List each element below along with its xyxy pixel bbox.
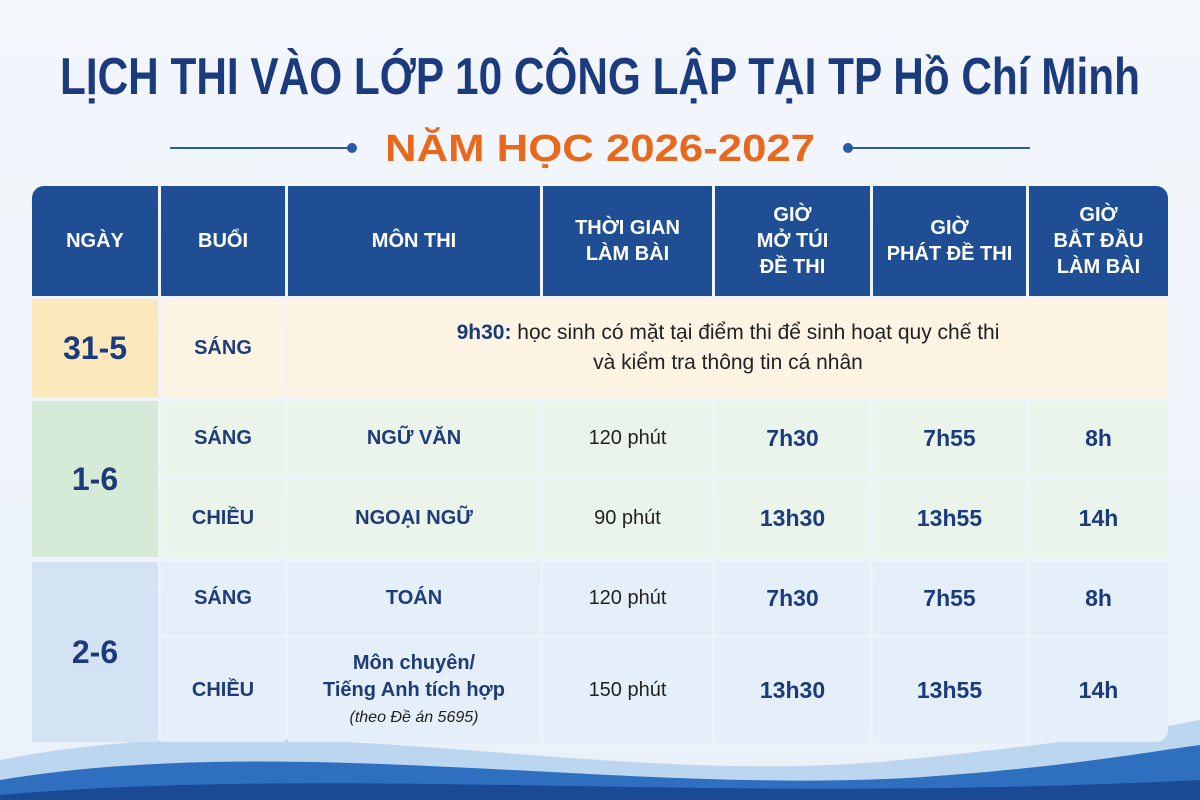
session: CHIỀU bbox=[191, 678, 255, 701]
time-cell: 7h55 bbox=[873, 562, 1026, 635]
dot bbox=[347, 143, 357, 153]
header-text: MÔN THI bbox=[371, 230, 457, 252]
header-text: GIỜ bbox=[930, 217, 969, 239]
subject: NGOẠI NGỮ bbox=[355, 507, 473, 529]
header-text: PHÁT ĐỀ THI bbox=[886, 243, 1013, 265]
time-cell: 8h bbox=[1029, 401, 1168, 476]
notice-text: học sinh có mặt tại điểm thi để sinh hoạ… bbox=[517, 321, 1000, 344]
date: 2-6 bbox=[71, 633, 119, 670]
start-time: 8h bbox=[1085, 425, 1112, 451]
duration-cell: 90 phút bbox=[543, 480, 712, 557]
header-text: BẮT ĐẦU bbox=[1053, 230, 1144, 252]
open-time: 13h30 bbox=[759, 505, 826, 531]
day-cell: 31-5 bbox=[32, 299, 158, 397]
time-cell: 8h bbox=[1029, 562, 1168, 635]
day-cell: 2-6 bbox=[32, 562, 158, 742]
open-time: 7h30 bbox=[766, 425, 819, 451]
header-text: NGÀY bbox=[66, 230, 124, 252]
header-text: BUỔI bbox=[198, 230, 248, 252]
time-cell: 13h30 bbox=[715, 480, 870, 557]
header-cell: BUỔI bbox=[161, 186, 285, 296]
duration: 120 phút bbox=[588, 587, 667, 609]
subject-cell: NGỮ VĂN bbox=[288, 401, 540, 476]
subject-note: (theo Đề án 5695) bbox=[349, 708, 479, 726]
header-cell: GIỜ MỞ TÚI ĐỀ THI bbox=[715, 186, 870, 296]
day-cell: 1-6 bbox=[32, 401, 158, 557]
subject-cell: Môn chuyên/Tiếng Anh tích hợp (theo Đề án… bbox=[288, 638, 540, 742]
date: 31-5 bbox=[62, 329, 128, 366]
open-time: 13h30 bbox=[759, 676, 826, 703]
start-time: 14h bbox=[1078, 505, 1119, 531]
session: CHIỀU bbox=[191, 507, 255, 529]
distribute-time: 13h55 bbox=[916, 505, 983, 531]
notice-cell: 9h30: học sinh có mặt tại điểm thi để si… bbox=[288, 299, 1168, 397]
distribute-time: 13h55 bbox=[916, 676, 983, 703]
notice-line: và kiểm tra thông tin cá nhân bbox=[593, 351, 863, 374]
time-cell: 13h55 bbox=[873, 638, 1026, 742]
dot bbox=[843, 143, 853, 153]
session-cell: CHIỀU bbox=[161, 480, 285, 557]
notice-time: 9h30: bbox=[456, 321, 512, 344]
header-text: LÀM BÀI bbox=[1056, 256, 1141, 278]
header-cell: THỜI GIAN LÀM BÀI bbox=[543, 186, 712, 296]
session-cell: SÁNG bbox=[161, 299, 285, 397]
session-cell: SÁNG bbox=[161, 562, 285, 635]
subject-cell: NGOẠI NGỮ bbox=[288, 480, 540, 557]
time-cell: 13h55 bbox=[873, 480, 1026, 557]
session: SÁNG bbox=[194, 427, 252, 449]
subject: TOÁN bbox=[385, 587, 443, 609]
subtitle: NĂM HỌC 2026-2027 bbox=[385, 126, 815, 170]
subject: NGỮ VĂN bbox=[366, 427, 462, 449]
wave bbox=[0, 780, 1200, 800]
distribute-time: 7h55 bbox=[923, 585, 976, 611]
date: 1-6 bbox=[71, 460, 119, 497]
duration-cell: 150 phút bbox=[543, 638, 712, 742]
subject: Tiếng Anh tích hợp bbox=[323, 678, 505, 701]
subject-cell: TOÁN bbox=[288, 562, 540, 635]
session: SÁNG bbox=[194, 336, 252, 359]
header-cell: GIỜ PHÁT ĐỀ THI bbox=[873, 186, 1026, 296]
time-cell: 14h bbox=[1029, 638, 1168, 742]
header-cell: NGÀY bbox=[32, 186, 158, 296]
duration-cell: 120 phút bbox=[543, 401, 712, 476]
time-cell: 7h30 bbox=[715, 562, 870, 635]
header-text: ĐỀ THI bbox=[759, 256, 826, 278]
notice-line: 9h30: học sinh có mặt tại điểm thi để si… bbox=[457, 318, 1000, 348]
session: SÁNG bbox=[194, 587, 252, 609]
duration: 120 phút bbox=[588, 427, 667, 449]
duration-cell: 120 phút bbox=[543, 562, 712, 635]
start-time: 14h bbox=[1078, 676, 1119, 703]
session-cell: SÁNG bbox=[161, 401, 285, 476]
header-text: MỞ TÚI bbox=[756, 230, 829, 252]
header-text: GIỜ bbox=[773, 204, 812, 226]
time-cell: 7h30 bbox=[715, 401, 870, 476]
header-cell: MÔN THI bbox=[288, 186, 540, 296]
session-cell: CHIỀU bbox=[161, 638, 285, 742]
header-text: GIỜ bbox=[1079, 204, 1118, 226]
open-time: 7h30 bbox=[766, 585, 819, 611]
duration: 150 phút bbox=[588, 678, 667, 701]
duration: 90 phút bbox=[594, 507, 661, 529]
header-text: THỜI GIAN bbox=[575, 217, 680, 239]
title: LỊCH THI VÀO LỚP 10 CÔNG LẬP TẠI TP Hồ C… bbox=[60, 47, 1140, 106]
header-cell: GIỜ BẮT ĐẦU LÀM BÀI bbox=[1029, 186, 1168, 296]
distribute-time: 7h55 bbox=[923, 425, 976, 451]
subject: Môn chuyên/ bbox=[352, 651, 476, 674]
header-text: LÀM BÀI bbox=[585, 243, 670, 265]
start-time: 8h bbox=[1085, 585, 1112, 611]
time-cell: 7h55 bbox=[873, 401, 1026, 476]
time-cell: 13h30 bbox=[715, 638, 870, 742]
time-cell: 14h bbox=[1029, 480, 1168, 557]
